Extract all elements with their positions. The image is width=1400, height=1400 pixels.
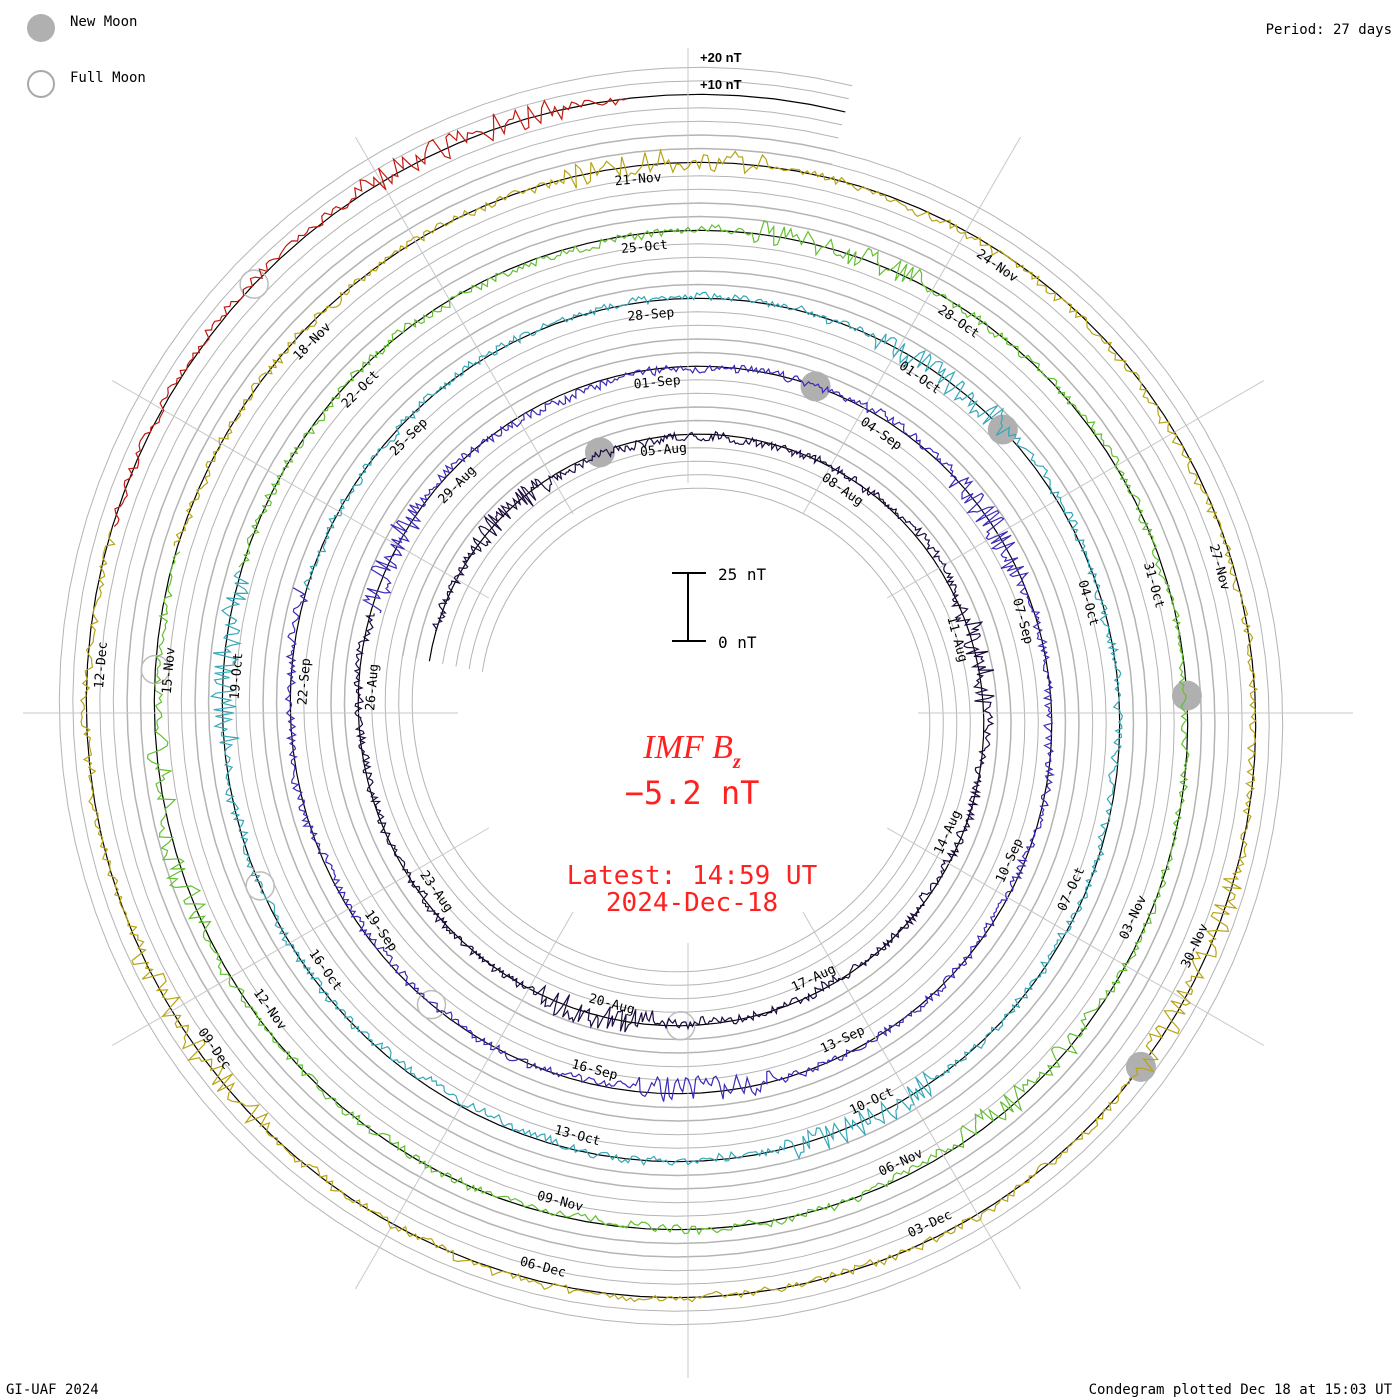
grid-layer xyxy=(58,66,1284,1326)
credit-label: GI-UAF 2024 xyxy=(6,1382,99,1398)
date-label: 28-Oct xyxy=(935,303,982,342)
latest-date: 2024-Dec-18 xyxy=(606,888,778,918)
full-moon-marker xyxy=(239,269,269,299)
date-label: 05-Aug xyxy=(639,441,687,460)
series-line-3 xyxy=(210,291,1124,1166)
full-moon-legend-icon xyxy=(27,70,55,98)
radial-spoke xyxy=(111,380,490,599)
date-label: 04-Sep xyxy=(857,415,904,454)
scale-bar: 25 nT 0 nT xyxy=(672,565,767,652)
grid-ring-0 xyxy=(85,93,1257,1299)
date-label: 21-Nov xyxy=(614,170,662,189)
date-label: 25-Sep xyxy=(387,415,431,459)
date-label: 12-Nov xyxy=(250,986,289,1033)
radial-spoke xyxy=(802,136,1021,515)
center-title-sub: z xyxy=(732,751,741,773)
center-title-main: IMF B xyxy=(642,729,733,766)
date-label: 22-Oct xyxy=(339,368,383,412)
date-label: 19-Oct xyxy=(228,652,247,700)
new-moon-marker xyxy=(987,414,1018,445)
full-moon-legend-label: Full Moon xyxy=(70,70,146,86)
date-label: 17-Aug xyxy=(789,962,838,996)
new-moon-marker xyxy=(1171,680,1202,711)
date-label: 16-Oct xyxy=(305,947,344,994)
series-line-4 xyxy=(146,219,1190,1236)
series-line-5 xyxy=(80,148,1259,1303)
date-label: 30-Nov xyxy=(1179,921,1212,970)
grid-ring--20 xyxy=(112,120,1230,1272)
scale-bar-top-label: 25 nT xyxy=(718,565,767,584)
series-line-1 xyxy=(353,430,995,1033)
date-label: 25-Oct xyxy=(620,238,668,257)
full-moon-marker xyxy=(245,871,275,901)
ring-label-20: +20 nT xyxy=(700,50,742,65)
date-label: 22-Sep xyxy=(295,658,314,706)
date-label: 12-Dec xyxy=(92,641,111,689)
new-moon-marker xyxy=(800,371,831,402)
date-label: 29-Aug xyxy=(436,463,480,507)
new-moon-legend-label: New Moon xyxy=(70,14,138,30)
period-label: Period: 27 days xyxy=(1265,22,1392,38)
date-label: 13-Sep xyxy=(818,1023,867,1057)
series-line-2 xyxy=(284,364,1055,1102)
date-label: 28-Sep xyxy=(627,305,675,324)
series-line-6 xyxy=(113,97,628,528)
series-layer xyxy=(80,97,1259,1303)
latest-time: Latest: 14:59 UT xyxy=(567,861,818,891)
radial-spoke xyxy=(355,136,574,515)
date-label: 03-Nov xyxy=(1117,893,1150,942)
new-moon-legend-icon xyxy=(27,14,55,42)
full-moon-marker xyxy=(416,989,447,1020)
radial-spoke xyxy=(111,827,490,1046)
date-label: 26-Aug xyxy=(363,663,382,711)
date-label: 14-Aug xyxy=(931,808,964,857)
date-label: 07-Oct xyxy=(1055,865,1088,914)
plotted-timestamp: Condegram plotted Dec 18 at 15:03 UT xyxy=(1088,1382,1392,1398)
current-value: −5.2 nT xyxy=(625,774,760,812)
date-label: 01-Sep xyxy=(633,373,681,392)
center-title: IMF Bz xyxy=(642,729,741,773)
radial-spoke xyxy=(355,911,574,1290)
date-label: 03-Dec xyxy=(906,1208,955,1242)
ring-label-10: +10 nT xyxy=(700,77,742,92)
radial-spoke xyxy=(886,827,1265,1046)
grid-ring--10 xyxy=(99,107,1243,1285)
spoke-layer xyxy=(23,48,1353,1378)
date-label: 20-Aug xyxy=(587,991,636,1017)
date-label: 01-Oct xyxy=(896,359,943,398)
date-label: 08-Aug xyxy=(819,470,866,509)
date-label: 15-Nov xyxy=(160,647,179,695)
radial-spoke xyxy=(886,380,1265,599)
ring-value-labels: +20 nT +10 nT xyxy=(700,50,742,92)
scale-bar-bottom-label: 0 nT xyxy=(718,633,757,652)
grid-ring--30 xyxy=(126,134,1216,1258)
radial-spoke xyxy=(802,911,1021,1290)
grid-ring--40 xyxy=(139,147,1203,1245)
grid-ring-10 xyxy=(72,80,1270,1312)
